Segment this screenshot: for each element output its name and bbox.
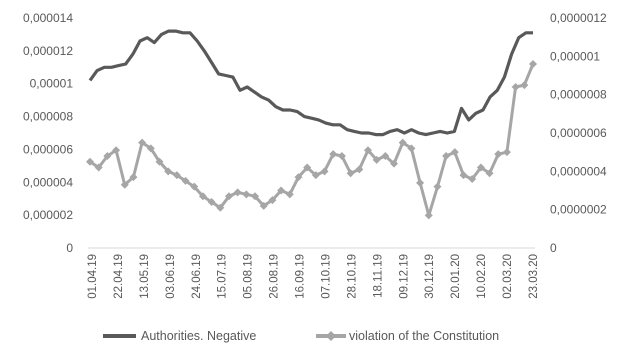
data-point — [207, 198, 216, 206]
x-tick-label: 26.08.19 — [269, 254, 281, 299]
data-point — [346, 169, 355, 178]
y-right-tick-label: 0,0000004 — [550, 164, 607, 178]
x-tick-label: 16.09.19 — [295, 254, 307, 299]
x-tick-label: 22.04.19 — [113, 254, 125, 299]
data-point — [450, 148, 459, 157]
y-left-tick-label: 0 — [66, 241, 73, 255]
x-tick-label: 05.08.19 — [243, 254, 255, 299]
data-point — [303, 163, 312, 172]
data-point — [381, 152, 390, 160]
x-tick-label: 03.06.19 — [165, 254, 177, 299]
y-left-axis: 0 0,000002 0,000004 0,000006 0,000008 0,00001… — [23, 11, 73, 255]
data-point — [224, 192, 233, 201]
x-tick-label: 01.04.19 — [87, 254, 99, 299]
x-tick-label: 09.12.19 — [398, 254, 410, 299]
data-point — [416, 178, 425, 187]
y-right-axis: 0 0,0000002 0,0000004 0,0000006 0,0000008 0,0… — [550, 11, 607, 255]
legend-label-violation-of-the-constitution: violation of the Constitution — [349, 329, 499, 343]
data-point — [242, 190, 251, 199]
data-point — [390, 159, 399, 168]
data-point — [129, 173, 138, 182]
y-right-tick-label: 0 — [550, 241, 557, 255]
data-point — [520, 81, 529, 90]
data-point — [311, 171, 320, 180]
data-point — [468, 175, 477, 183]
data-point — [485, 169, 494, 178]
series-line-violation-of-the-constitution — [89, 63, 535, 217]
data-point — [442, 152, 451, 160]
data-point — [285, 190, 294, 199]
x-tick-label: 10.02.20 — [476, 254, 488, 299]
data-point — [494, 150, 503, 159]
x-tick-label: 15.07.19 — [217, 254, 229, 299]
data-point — [268, 196, 277, 205]
data-point — [372, 155, 381, 164]
data-point — [216, 203, 225, 212]
x-tick-label: 24.06.19 — [191, 254, 203, 299]
plot-area — [86, 29, 537, 220]
legend: Authorities. Negative violation of the C… — [103, 329, 499, 343]
data-point — [190, 182, 199, 191]
data-point — [155, 157, 164, 166]
data-point — [103, 152, 112, 160]
data-point — [198, 192, 207, 201]
data-point — [502, 148, 511, 157]
data-point — [172, 171, 181, 180]
x-tick-label: 18.11.19 — [372, 254, 384, 298]
data-point — [259, 201, 268, 210]
y-left-tick-label: 0,000014 — [23, 11, 73, 25]
x-tick-label: 28.10.19 — [346, 254, 358, 299]
y-left-tick-label: 0,000004 — [23, 175, 73, 189]
data-point — [120, 180, 129, 189]
data-point — [181, 176, 190, 185]
y-right-tick-label: 0,0000012 — [550, 11, 607, 25]
x-tick-label: 30.12.19 — [424, 254, 436, 299]
x-tick-label: 13.05.19 — [139, 254, 151, 299]
data-point — [112, 146, 121, 155]
data-point — [398, 138, 407, 147]
data-point — [363, 146, 372, 155]
data-point — [94, 163, 103, 172]
data-point — [164, 167, 173, 176]
x-tick-label: 07.10.19 — [320, 254, 332, 299]
data-point — [329, 150, 338, 159]
y-left-tick-label: 0,000006 — [23, 142, 73, 156]
x-tick-label: 02.03.20 — [502, 254, 514, 299]
y-right-tick-label: 0,0000006 — [550, 126, 607, 140]
data-point — [459, 171, 468, 180]
data-point — [337, 152, 346, 160]
data-point — [511, 83, 520, 91]
data-point — [86, 157, 94, 166]
x-tick-label: 20.01.20 — [450, 254, 462, 299]
data-point — [407, 144, 416, 153]
data-point — [294, 173, 303, 182]
data-point — [138, 138, 147, 147]
data-point — [233, 188, 242, 197]
data-point — [433, 182, 442, 191]
legend-marker-violation-of-the-constitution — [326, 331, 336, 341]
y-right-tick-label: 0,0000002 — [550, 203, 607, 217]
data-point — [476, 163, 485, 172]
y-left-tick-label: 0,000002 — [23, 208, 73, 222]
y-left-tick-label: 0,00001 — [30, 77, 74, 91]
series-line-authorities-negative — [88, 29, 533, 137]
data-point — [355, 165, 364, 174]
x-tick-label: 23.03.20 — [528, 254, 540, 299]
y-left-tick-label: 0,000008 — [23, 110, 73, 124]
data-point — [529, 60, 537, 68]
legend-label-authorities-negative: Authorities. Negative — [141, 329, 256, 343]
y-right-tick-label: 0,000001 — [550, 49, 600, 63]
x-axis: 01.04.19 22.04.19 13.05.19 03.06.19 24.06.19… — [87, 254, 540, 299]
data-point — [251, 192, 260, 201]
y-left-tick-label: 0,000012 — [23, 44, 73, 58]
data-point — [320, 167, 329, 176]
y-right-tick-label: 0,0000008 — [550, 88, 607, 102]
data-point — [146, 144, 155, 153]
data-point — [277, 186, 286, 195]
data-point — [424, 211, 433, 220]
